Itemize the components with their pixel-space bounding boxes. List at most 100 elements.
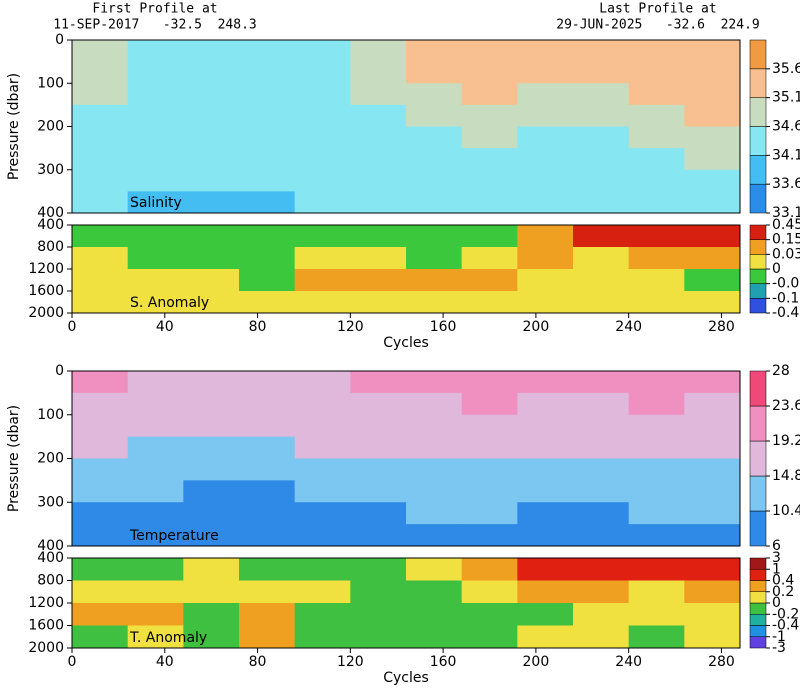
colorbar-swatch [749, 126, 767, 156]
heat-cell [461, 291, 518, 314]
heat-cell [573, 580, 630, 604]
heat-cell [461, 169, 518, 192]
heat-cell [239, 269, 296, 292]
heat-cell [183, 40, 240, 63]
heat-cell [684, 580, 741, 604]
heat-cell [183, 436, 240, 459]
heat-cell [684, 603, 741, 626]
heat-cell [294, 269, 351, 292]
heat-cell [350, 502, 407, 525]
x-tick-label: 160 [430, 319, 457, 335]
heat-cell [294, 414, 351, 438]
heat-cell [517, 40, 574, 63]
heat-cell [684, 436, 741, 459]
colorbar-swatch [749, 569, 767, 581]
colorbar-label: -0.03 [772, 276, 800, 292]
heat-cell [406, 458, 463, 481]
heat-cell [684, 191, 741, 214]
heat-cell [628, 392, 685, 416]
heat-cell [350, 61, 407, 84]
heat-cell [127, 558, 184, 581]
heat-cell [72, 61, 129, 84]
heat-cell [684, 169, 741, 192]
heat-cell [517, 414, 574, 438]
heat-cell [72, 126, 129, 149]
heat-cell [350, 392, 407, 416]
heat-cell [628, 247, 685, 270]
heat-cell [406, 371, 463, 394]
heat-cell [461, 558, 518, 581]
y-tick-label: 100 [37, 407, 64, 423]
heat-cell [350, 580, 407, 604]
heat-cell [517, 392, 574, 416]
heat-cell [517, 61, 574, 84]
heat-cell [573, 104, 630, 127]
heat-cell [183, 603, 240, 626]
heat-cell [350, 414, 407, 438]
heat-cell [183, 580, 240, 604]
heat-cell [72, 291, 129, 314]
colorbar-label: -0.15 [772, 290, 800, 306]
heat-cell [517, 247, 574, 270]
y-tick-label: 300 [37, 494, 64, 510]
heat-cell [517, 169, 574, 192]
heat-cell [183, 458, 240, 481]
x-tick-label: 240 [615, 319, 642, 335]
heat-cell [461, 191, 518, 214]
heat-cell [406, 291, 463, 314]
heat-cell [628, 148, 685, 171]
heat-cell [127, 436, 184, 459]
heat-cell [183, 371, 240, 394]
heat-cell [350, 480, 407, 503]
heat-cell [406, 502, 463, 525]
heat-cell [573, 191, 630, 214]
y-axis-label: Pressure (dbar) [6, 405, 22, 512]
colorbar-label: -1 [772, 629, 786, 645]
heat-cell [183, 502, 240, 525]
heat-cell [406, 436, 463, 459]
heat-cell [350, 126, 407, 149]
heat-cell [294, 436, 351, 459]
heat-cell [127, 191, 184, 214]
heat-cell [573, 148, 630, 171]
heat-cell [461, 603, 518, 626]
heat-cell [294, 148, 351, 171]
heat-cell [239, 191, 296, 214]
heat-cell [461, 502, 518, 525]
y-tick-label: 800 [37, 239, 64, 255]
heat-cell [239, 169, 296, 192]
heat-cell [684, 269, 741, 292]
heat-cell [183, 126, 240, 149]
heat-cell [294, 104, 351, 127]
panel-label: S. Anomaly [130, 295, 209, 311]
heat-cell [517, 225, 574, 248]
heat-cell [72, 502, 129, 525]
panel-label: Temperature [129, 528, 219, 544]
heat-cell [406, 126, 463, 149]
heat-cell [127, 603, 184, 626]
heat-cell [239, 580, 296, 604]
heat-cell [461, 83, 518, 106]
heat-cell [406, 191, 463, 214]
x-tick-label: 80 [249, 654, 267, 670]
heat-cell [517, 603, 574, 626]
heat-cell [239, 458, 296, 481]
heat-cell [350, 458, 407, 481]
heat-cell [628, 291, 685, 314]
heat-cell [239, 625, 296, 649]
heat-cell [127, 480, 184, 503]
heat-cell [72, 40, 129, 63]
colorbar-swatch [749, 475, 767, 512]
heat-cell [517, 458, 574, 481]
colorbar-label: 34.6 [772, 119, 800, 135]
heat-cell [461, 625, 518, 649]
heat-cell [573, 436, 630, 459]
heat-cell [517, 371, 574, 394]
heat-cell [350, 524, 407, 547]
heat-cell [517, 191, 574, 214]
y-tick-label: 400 [37, 217, 64, 233]
heat-cell [628, 225, 685, 248]
heat-cell [684, 104, 741, 127]
heat-cell [406, 104, 463, 127]
colorbar-swatch [749, 625, 767, 637]
